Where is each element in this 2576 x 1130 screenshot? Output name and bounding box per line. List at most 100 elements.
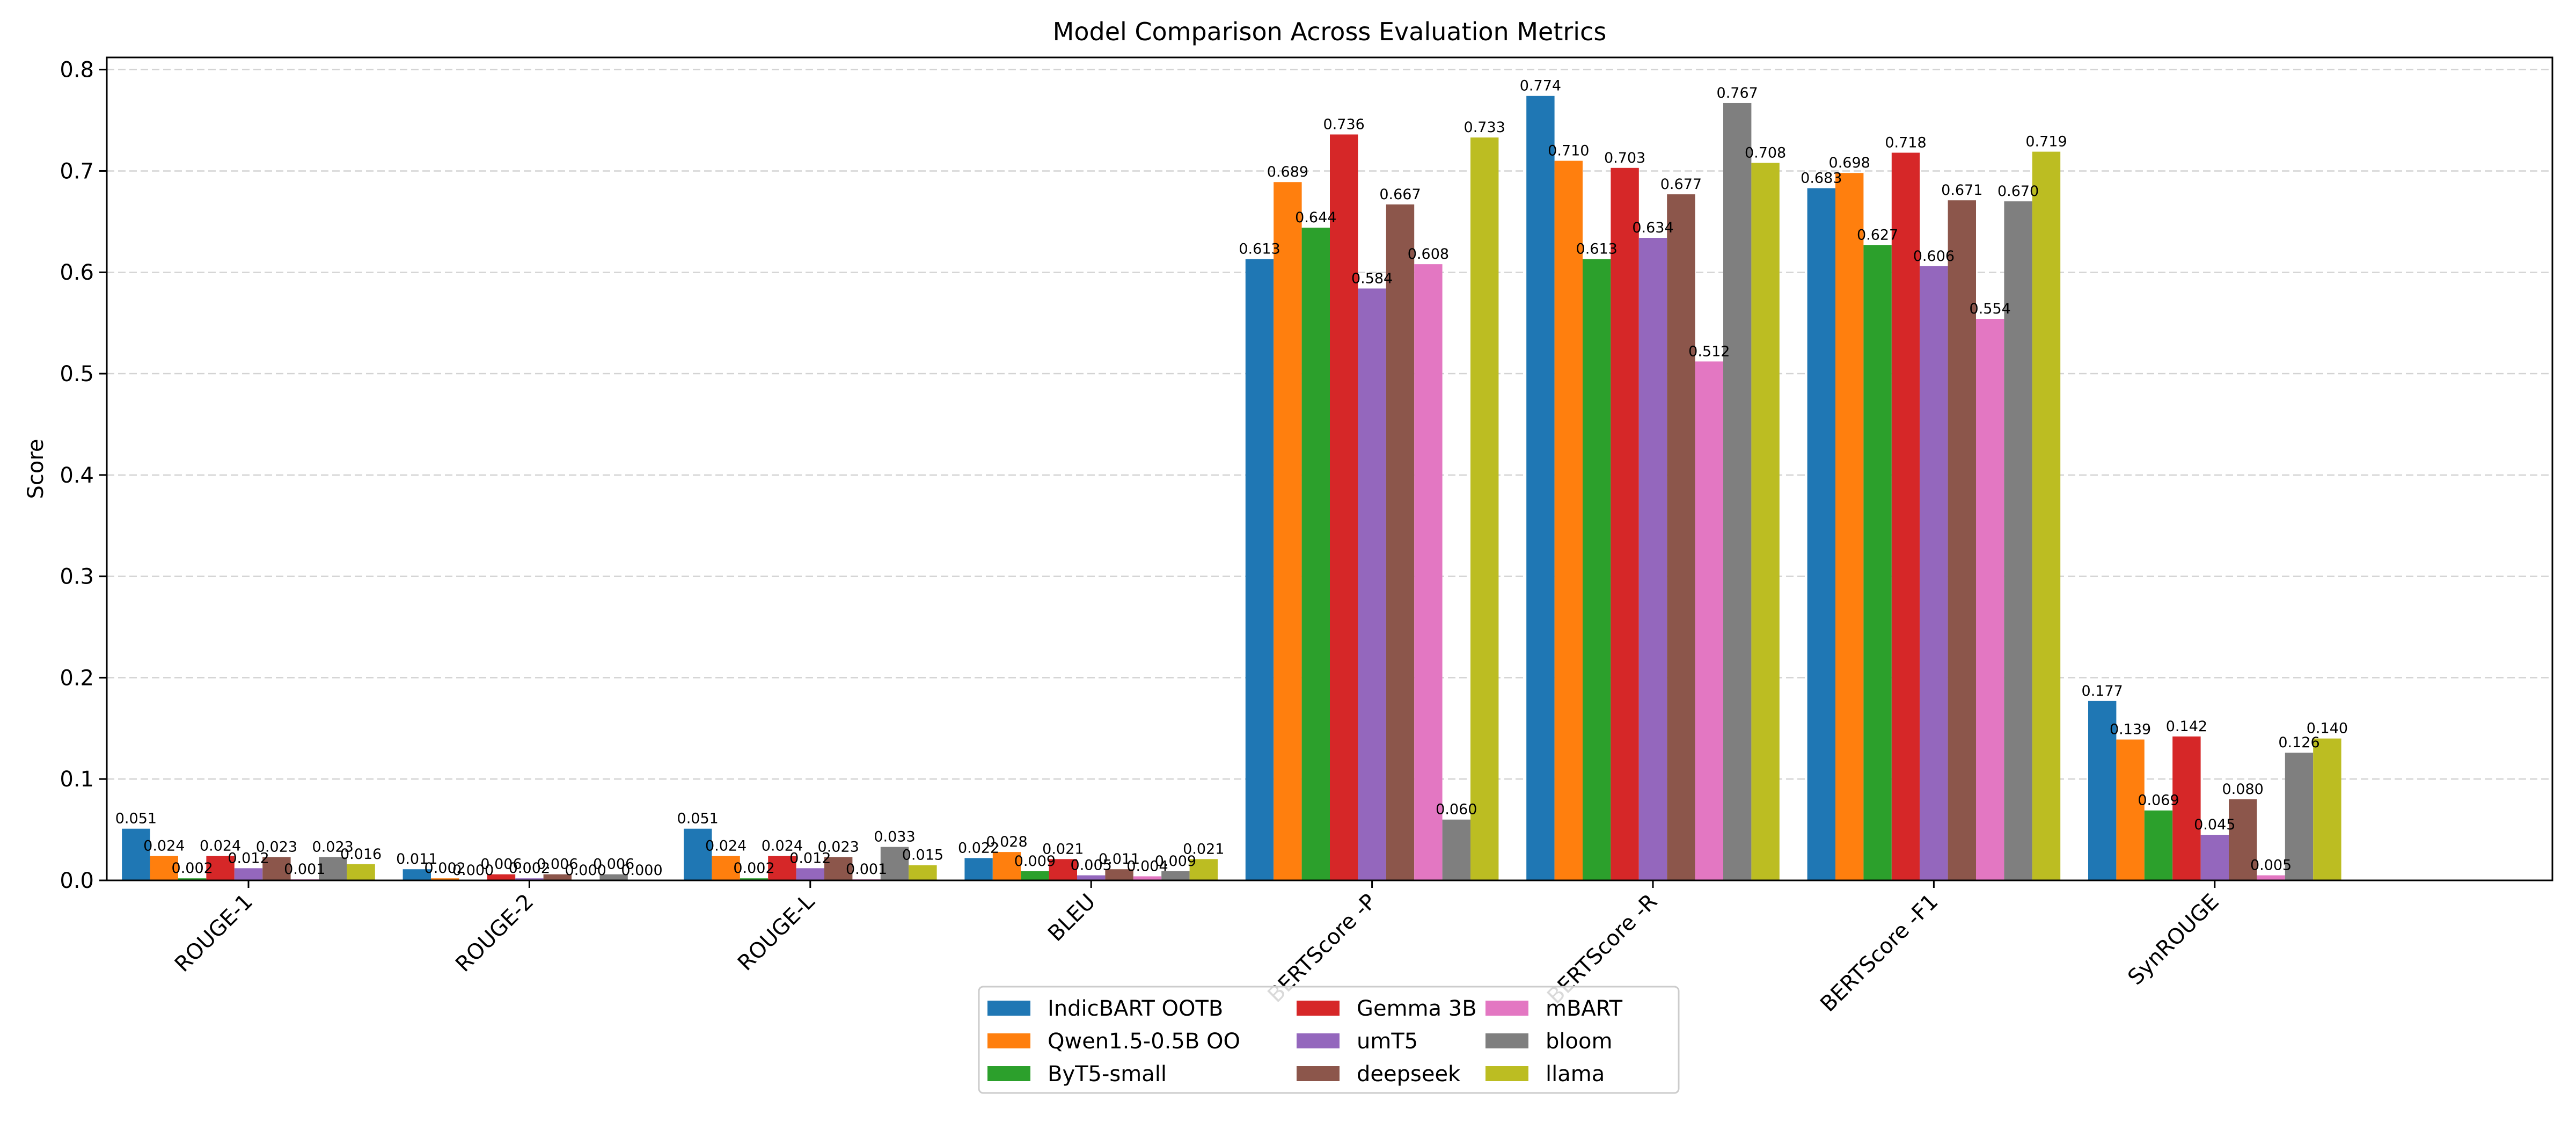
bar (431, 878, 459, 880)
value-label: 0.002 (425, 860, 466, 877)
bar (1330, 134, 1358, 880)
y-tick-label: 0.8 (60, 58, 94, 83)
bar (2116, 739, 2145, 880)
bar (1526, 96, 1555, 881)
value-label: 0.710 (1548, 143, 1589, 159)
value-label: 0.126 (2278, 734, 2319, 751)
legend-label: ByT5-small (1048, 1062, 1167, 1087)
bar (2229, 799, 2257, 880)
legend-label: Qwen1.5-0.5B OO (1048, 1029, 1240, 1054)
y-axis-label: Score (24, 439, 48, 499)
value-label: 0.024 (705, 838, 747, 855)
legend-swatch (1297, 1001, 1340, 1016)
bar (1386, 204, 1415, 880)
bar (1442, 819, 1470, 880)
bar (1021, 871, 1049, 880)
legend-swatch (987, 1033, 1030, 1048)
value-label: 0.140 (2307, 720, 2348, 737)
value-label: 0.004 (1126, 858, 1168, 874)
bar (1301, 228, 1330, 881)
bar (122, 828, 150, 880)
y-tick-label: 0.1 (60, 767, 94, 792)
bar (992, 852, 1021, 880)
value-label: 0.023 (256, 839, 297, 856)
bar (2200, 835, 2229, 880)
value-label: 0.001 (284, 861, 325, 878)
value-label: 0.002 (172, 860, 213, 877)
bar (1554, 161, 1583, 880)
bar (1274, 182, 1302, 880)
bar (2285, 753, 2314, 880)
bar (262, 857, 291, 880)
value-label: 0.644 (1295, 209, 1336, 226)
bar (1358, 288, 1386, 881)
value-label: 0.011 (396, 851, 437, 867)
legend-label: Gemma 3B (1357, 996, 1477, 1021)
bar (1583, 259, 1611, 881)
bar (2088, 701, 2117, 880)
bar (543, 874, 572, 880)
value-label: 0.015 (902, 847, 943, 864)
value-label: 0.069 (2138, 792, 2179, 809)
legend-swatch (987, 1001, 1030, 1016)
value-label: 0.022 (958, 840, 999, 856)
value-label: 0.021 (1042, 841, 1084, 857)
bar (1133, 876, 1162, 880)
bar (964, 858, 993, 880)
value-label: 0.080 (2222, 781, 2264, 798)
value-label: 0.670 (1997, 183, 2039, 200)
value-label: 0.677 (1660, 176, 1702, 193)
bar (768, 856, 796, 880)
value-label: 0.774 (1520, 78, 1561, 94)
value-label: 0.006 (480, 856, 522, 873)
value-label: 0.006 (537, 856, 578, 873)
legend: IndicBART OOTB Qwen1.5-0.5B OO ByT5-small G… (978, 986, 1680, 1094)
bar (1611, 167, 1639, 881)
y-tick-label: 0.6 (60, 260, 94, 285)
value-label: 0.000 (452, 862, 494, 879)
value-label: 0.606 (1913, 248, 1955, 265)
value-label: 0.033 (874, 829, 915, 845)
legend-swatch (1297, 1066, 1340, 1081)
bar (1667, 194, 1695, 880)
value-label: 0.613 (1239, 241, 1280, 258)
value-label: 0.012 (789, 850, 831, 866)
bar (2004, 201, 2032, 881)
value-label: 0.703 (1604, 150, 1645, 166)
bar (1161, 871, 1190, 880)
value-label: 0.009 (1014, 853, 1056, 870)
value-label: 0.736 (1323, 116, 1365, 133)
bar (178, 878, 207, 880)
bar (515, 878, 544, 880)
value-label: 0.045 (2194, 816, 2235, 833)
value-label: 0.024 (200, 838, 241, 855)
y-tick-label: 0.4 (60, 463, 94, 488)
bar (1891, 152, 1920, 880)
bar (1807, 188, 1835, 880)
legend-label: llama (1546, 1062, 1605, 1087)
value-label: 0.718 (1885, 134, 1926, 151)
value-label: 0.023 (312, 839, 354, 856)
value-label: 0.001 (846, 861, 887, 878)
value-label: 0.009 (1155, 853, 1196, 870)
bar (1835, 173, 1864, 881)
bar (1414, 264, 1443, 880)
value-label: 0.021 (1183, 841, 1224, 857)
value-label: 0.683 (1801, 170, 1842, 187)
value-label: 0.000 (621, 862, 662, 879)
bar (1976, 319, 2004, 880)
bar (2257, 875, 2285, 880)
value-label: 0.512 (1688, 343, 1730, 360)
y-tick-label: 0.3 (60, 565, 94, 589)
value-label: 0.142 (2166, 718, 2207, 735)
bar (1049, 859, 1077, 880)
bar (684, 828, 712, 880)
bar (1245, 259, 1274, 881)
value-label: 0.698 (1829, 155, 1870, 171)
value-label: 0.016 (340, 846, 382, 863)
bar (909, 865, 937, 880)
bar (599, 874, 628, 880)
bar (2313, 738, 2341, 880)
value-label: 0.000 (565, 862, 606, 879)
value-label: 0.024 (143, 838, 185, 855)
